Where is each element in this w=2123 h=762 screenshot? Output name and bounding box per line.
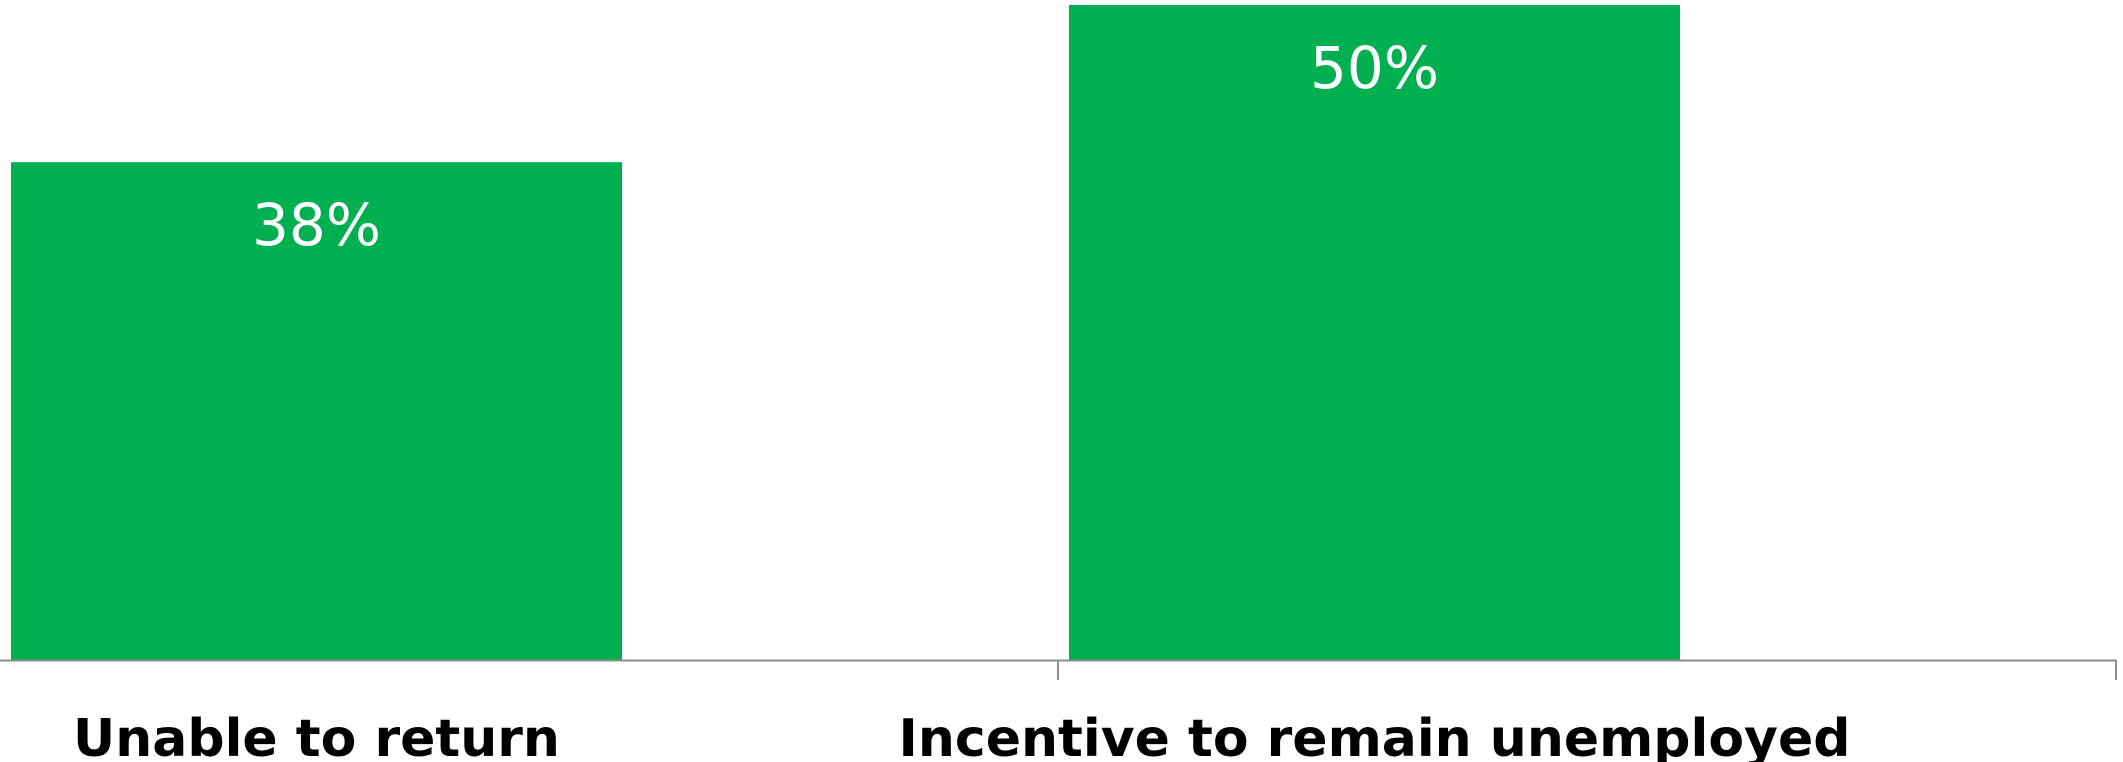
value-label-unable-to-return: 38% (252, 191, 381, 259)
bar-unable-to-return (11, 162, 622, 660)
category-label-unable-to-return: Unable to return (73, 709, 560, 762)
bars-group (11, 5, 1680, 660)
value-label-incentive-to-remain-unemployed: 50% (1310, 34, 1439, 102)
bar-incentive-to-remain-unemployed (1069, 5, 1680, 660)
value-labels-group: 38% 50% (252, 34, 1439, 259)
category-labels-group: Unable to return Incentive to remain unem… (73, 709, 1850, 762)
category-label-incentive-to-remain-unemployed: Incentive to remain unemployed (899, 709, 1851, 762)
x-axis (0, 659, 2117, 680)
